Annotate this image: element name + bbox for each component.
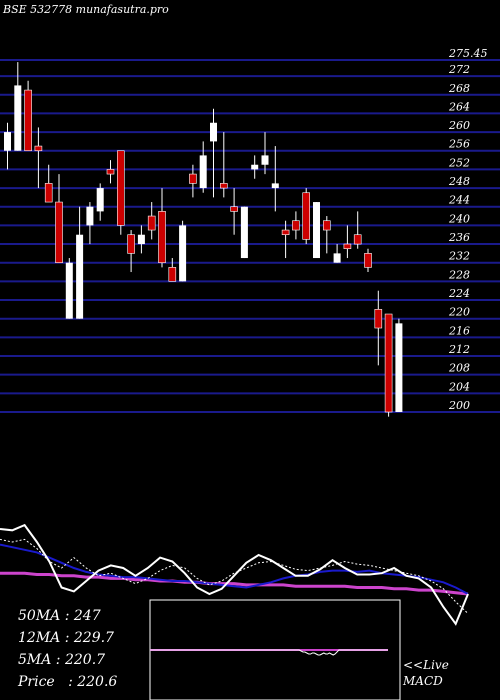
candle-body-30 <box>313 202 320 259</box>
candle-body-5 <box>55 201 63 264</box>
gridlines <box>0 59 500 413</box>
stat-ma12: 12MA : 229.7 <box>18 630 114 646</box>
candle-body-7 <box>76 234 84 319</box>
y-tick-label-6: 252 <box>448 156 470 169</box>
y-tick-label-19: 200 <box>448 399 470 412</box>
candle-body-21 <box>220 183 228 189</box>
candle-body-4 <box>44 183 53 203</box>
stat-price: Price : 220.6 <box>18 674 118 690</box>
y-tick-label-3: 264 <box>448 100 470 113</box>
candle-body-38 <box>395 323 403 412</box>
candle-body-20 <box>210 122 217 142</box>
candle-body-9 <box>96 188 104 212</box>
candles <box>4 62 403 417</box>
candle-body-36 <box>374 309 383 329</box>
ma50-line <box>0 571 469 596</box>
candle-body-33 <box>343 243 352 250</box>
y-tick-label-11: 232 <box>448 250 470 263</box>
candle-body-34 <box>353 234 362 245</box>
y-tick-label-15: 216 <box>448 324 470 337</box>
candle-body-31 <box>322 220 331 231</box>
candle-body-6 <box>65 262 73 319</box>
candle-body-22 <box>230 206 238 212</box>
candle-body-16 <box>168 267 177 282</box>
y-tick-label-7: 248 <box>448 175 470 188</box>
y-tick-label-16: 212 <box>448 343 470 356</box>
stat-ma50: 50MA : 247 <box>18 608 101 624</box>
candle-body-11 <box>117 150 125 226</box>
candle-body-0 <box>4 132 11 151</box>
price-line <box>0 523 469 626</box>
candle-body-10 <box>106 169 115 175</box>
y-tick-label-14: 220 <box>448 306 470 319</box>
y-tick-label-10: 236 <box>448 231 470 244</box>
candle-body-35 <box>364 253 372 268</box>
live-label: <<Live <box>403 658 449 672</box>
y-tick-label-1: 272 <box>448 63 470 76</box>
candle-body-15 <box>158 211 166 264</box>
y-tick-label-5: 256 <box>448 138 470 151</box>
candle-body-26 <box>271 183 279 189</box>
y-tick-label-18: 204 <box>448 380 470 393</box>
candle-body-29 <box>302 192 311 240</box>
macd-label: MACD <box>403 674 443 688</box>
ma5-line <box>0 538 469 614</box>
y-tick-label-13: 224 <box>448 287 470 300</box>
candle-body-12 <box>127 234 135 254</box>
candle-body-17 <box>179 225 187 282</box>
candle-body-19 <box>199 155 207 189</box>
y-tick-label-4: 260 <box>448 119 470 132</box>
ma12-line <box>0 543 469 595</box>
candle-body-8 <box>86 206 94 226</box>
candle-body-14 <box>147 215 156 231</box>
y-tick-label-12: 228 <box>448 268 470 281</box>
y-axis-ticks: 275.45 272 268 264 260 256 252 248 244 240 236 232 2… <box>448 47 488 412</box>
candle-body-3 <box>34 145 43 152</box>
chart-title: BSE 532778 munafasutra.pro <box>3 3 169 16</box>
y-tick-label-17: 208 <box>448 362 470 375</box>
candle-body-25 <box>261 155 269 165</box>
macd-panel <box>149 599 401 700</box>
candle-body-13 <box>137 234 145 245</box>
y-tick-label-8: 244 <box>448 194 470 207</box>
y-tick-label-0: 275.45 <box>448 47 488 60</box>
candle-body-37 <box>384 313 393 413</box>
candle-body-27 <box>281 229 290 236</box>
y-tick-label-2: 268 <box>448 82 470 95</box>
y-tick-label-9: 240 <box>448 212 470 225</box>
macd-line <box>150 649 388 656</box>
candle-body-2 <box>24 89 32 152</box>
candle-body-23 <box>240 206 248 259</box>
candle-body-24 <box>251 164 259 170</box>
ma-panel <box>0 523 469 626</box>
candle-body-28 <box>292 220 300 231</box>
candle-body-32 <box>333 253 341 263</box>
candle-body-18 <box>189 173 197 184</box>
stat-ma5: 5MA : 220.7 <box>18 652 106 668</box>
candle-body-1 <box>14 85 22 151</box>
